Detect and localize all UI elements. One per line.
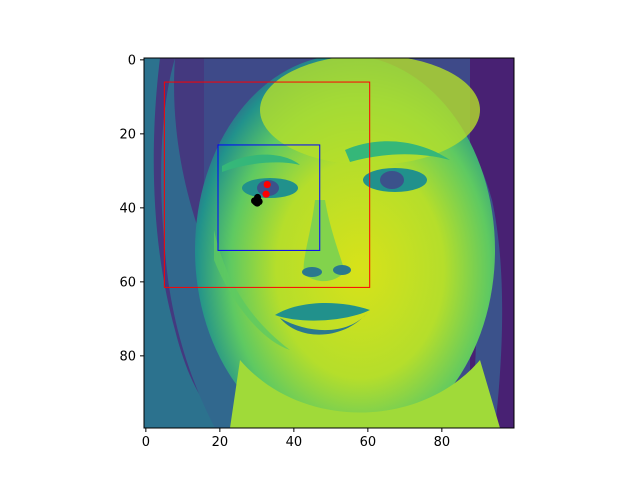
- y-tick-label: 0: [128, 53, 136, 68]
- y-tick-label: 40: [119, 201, 136, 216]
- bbox-rectangle-0: [163, 81, 371, 288]
- bbox-rectangle-1: [217, 144, 321, 251]
- keypoint-marker-0: [262, 190, 270, 198]
- x-tick-label: 40: [286, 435, 303, 450]
- y-tick-label: 80: [119, 349, 136, 364]
- keypoint-marker-1: [263, 180, 271, 189]
- y-axis-ticks: 0 20 40 60 80: [119, 53, 144, 364]
- y-tick-label: 20: [119, 127, 136, 142]
- axes-frame: [143, 57, 515, 429]
- x-tick-label: 60: [360, 435, 377, 450]
- x-tick-label: 80: [434, 435, 451, 450]
- y-tick-label: 60: [119, 275, 136, 290]
- keypoint-marker-6: [253, 199, 261, 207]
- heatmap-image: [144, 58, 514, 428]
- x-tick-label: 0: [142, 435, 150, 450]
- x-axis-ticks: 0 20 40 60 80: [142, 428, 450, 450]
- x-tick-label: 20: [212, 435, 229, 450]
- overlay-layer: [163, 81, 371, 288]
